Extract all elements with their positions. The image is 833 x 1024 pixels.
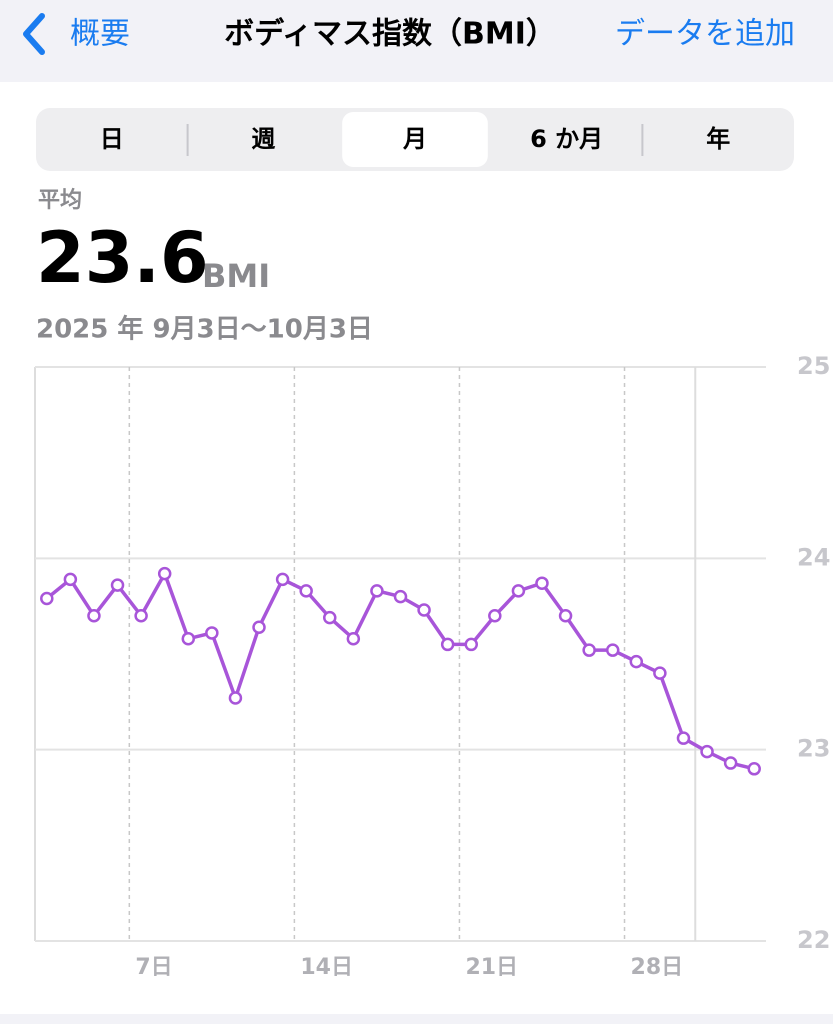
data-point	[393, 589, 408, 604]
data-point	[464, 637, 478, 652]
data-point	[134, 608, 148, 623]
x-tick-label: 14日	[300, 955, 353, 980]
data-point	[228, 691, 243, 705]
average-value: 23.6	[36, 217, 209, 299]
y-tick-label: 23	[797, 735, 830, 763]
data-point	[417, 603, 431, 617]
data-point	[252, 620, 266, 634]
data-point	[181, 631, 196, 646]
data-point	[605, 643, 620, 657]
data-point	[275, 572, 290, 587]
x-tick-label: 21日	[465, 955, 518, 980]
segment[interactable]: 日	[100, 125, 124, 153]
segment[interactable]: 6 か月	[530, 125, 603, 153]
date-range: 2025 年 9月3日〜10月3日	[36, 314, 373, 345]
data-point	[63, 572, 78, 587]
y-tick-label: 22	[797, 926, 830, 954]
data-point	[370, 584, 384, 598]
back-chevron[interactable]	[23, 13, 45, 55]
data-point	[653, 666, 667, 680]
data-point	[700, 744, 714, 759]
segment[interactable]: 月	[402, 125, 427, 153]
data-point	[110, 578, 125, 592]
nav-bar	[0, 0, 833, 82]
data-point	[488, 608, 502, 623]
data-point	[440, 637, 455, 652]
add-data-button[interactable]: データを追加	[615, 17, 795, 52]
segment[interactable]: 週	[251, 125, 275, 153]
back-button[interactable]: 概要	[70, 17, 130, 52]
data-point	[535, 576, 549, 590]
data-point	[346, 631, 361, 646]
y-tick-label: 24	[797, 543, 830, 571]
data-point	[511, 584, 526, 598]
data-point	[40, 591, 54, 606]
data-point	[157, 566, 172, 581]
x-tick-label: 7日	[135, 955, 172, 980]
y-tick-label: 25	[797, 352, 830, 380]
data-point	[87, 608, 101, 623]
x-tick-label: 28日	[631, 955, 684, 980]
data-point	[629, 654, 644, 669]
data-point	[723, 756, 738, 770]
bottom-bar	[0, 1014, 833, 1024]
data-point	[299, 584, 313, 598]
average-unit: BMI	[202, 257, 270, 295]
data-point	[582, 643, 596, 657]
segment-selected	[342, 112, 488, 167]
nav-title: ボディマス指数（BMI）	[224, 17, 556, 52]
data-point	[676, 731, 691, 745]
average-label: 平均	[38, 187, 82, 213]
data-point	[747, 762, 761, 776]
data-point	[558, 608, 573, 623]
data-point	[205, 626, 219, 640]
data-point	[323, 610, 337, 625]
segment[interactable]: 年	[706, 125, 730, 153]
